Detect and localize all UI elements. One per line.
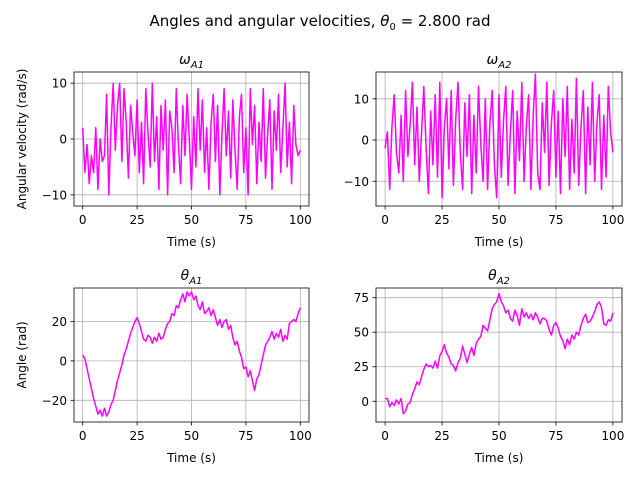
x-tick-label: 50 xyxy=(491,213,506,227)
y-tick-label: 0 xyxy=(59,354,67,368)
y-axis-label: Angle (rad) xyxy=(15,321,29,388)
y-axis-label: Angular velocity (rad/s) xyxy=(15,69,29,210)
x-tick-label: 75 xyxy=(238,429,253,443)
series-line xyxy=(82,291,302,417)
y-tick-label: 50 xyxy=(354,326,369,340)
y-tick-label: 10 xyxy=(354,92,369,106)
y-tick-label: 75 xyxy=(354,291,369,305)
x-tick-label: 75 xyxy=(548,213,563,227)
subplot-title: θA2 xyxy=(488,268,510,287)
x-tick-label: 100 xyxy=(601,429,624,443)
subplot-3: 0 25 50 75 100 −20 0 20 Time (s) Angle (rad) θA1 xyxy=(15,268,312,465)
subplot-1: 0 25 50 75 100 −10 0 10 Time (s) Angular velocity… xyxy=(15,52,312,249)
figure-title: Angles and angular velocities, θ0 = 2.80… xyxy=(149,12,490,33)
x-tick-label: 0 xyxy=(381,429,389,443)
x-tick-label: 75 xyxy=(548,429,563,443)
x-tick-label: 50 xyxy=(184,213,199,227)
x-tick-label: 50 xyxy=(491,429,506,443)
subplot-2: 0 25 50 75 100 −10 0 10 Time (s) ωA2 xyxy=(344,52,625,249)
x-tick-label: 100 xyxy=(289,213,312,227)
subplot-title: ωA2 xyxy=(487,52,512,71)
x-tick-label: 100 xyxy=(289,429,312,443)
y-tick-label: 25 xyxy=(354,360,369,374)
x-tick-label: 25 xyxy=(434,429,449,443)
y-tick-label: 0 xyxy=(361,134,369,148)
y-tick-label: −10 xyxy=(344,175,369,189)
x-tick-label: 0 xyxy=(381,213,389,227)
x-tick-label: 75 xyxy=(238,213,253,227)
y-tick-label: −20 xyxy=(42,394,67,408)
x-axis-label: Time (s) xyxy=(166,235,216,249)
x-tick-label: 50 xyxy=(184,429,199,443)
y-tick-label: 0 xyxy=(361,395,369,409)
series-line xyxy=(81,82,301,196)
x-tick-label: 100 xyxy=(601,213,624,227)
subplot-4: 0 25 50 75 100 0 25 50 75 Time (s) θA2 xyxy=(354,268,625,465)
x-axis-label: Time (s) xyxy=(474,235,524,249)
y-tick-label: −10 xyxy=(42,188,67,202)
x-axis-label: Time (s) xyxy=(166,451,216,465)
x-tick-label: 0 xyxy=(79,213,87,227)
x-tick-label: 25 xyxy=(129,429,144,443)
x-tick-label: 25 xyxy=(129,213,144,227)
y-tick-label: 20 xyxy=(52,315,67,329)
series-line xyxy=(385,292,614,415)
x-tick-label: 25 xyxy=(434,213,449,227)
y-tick-label: 0 xyxy=(59,133,67,147)
subplot-title: θA1 xyxy=(181,268,203,287)
series-line xyxy=(384,73,614,199)
x-tick-label: 0 xyxy=(79,429,87,443)
y-tick-label: 10 xyxy=(52,77,67,91)
subplot-title: ωA1 xyxy=(179,52,204,71)
x-axis-label: Time (s) xyxy=(474,451,524,465)
